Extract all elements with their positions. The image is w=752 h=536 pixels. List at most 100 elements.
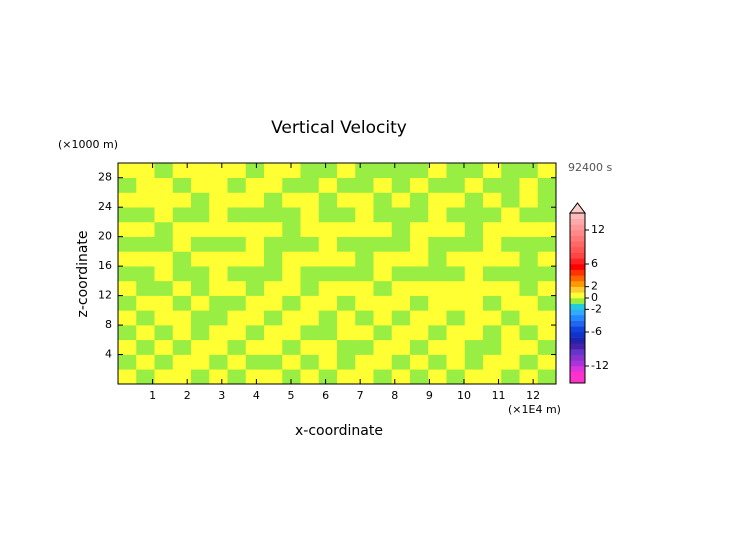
field-cell <box>428 280 447 296</box>
field-cell <box>537 295 557 311</box>
field-cell <box>209 266 228 282</box>
field-cell <box>154 280 174 296</box>
field-cell <box>428 221 447 237</box>
field-cell <box>136 339 155 355</box>
field-cell <box>483 310 502 326</box>
field-cell <box>209 354 228 370</box>
field-cell <box>519 163 539 179</box>
field-cell <box>300 325 320 341</box>
field-cell <box>537 325 557 341</box>
y-tick-label: 16 <box>98 259 112 272</box>
field-cell <box>337 207 356 223</box>
colorbar-band <box>570 360 585 367</box>
field-cell <box>428 354 447 370</box>
field-cell <box>172 310 192 326</box>
field-cell <box>337 295 356 311</box>
field-cell <box>209 221 228 237</box>
colorbar-band <box>570 252 585 259</box>
field-cell <box>300 280 320 296</box>
field-cell <box>136 207 155 223</box>
y-tick-label: 12 <box>98 289 112 302</box>
field-cell <box>282 266 301 282</box>
field-cell <box>118 207 137 223</box>
field-cell <box>428 177 447 193</box>
field-cell <box>118 177 137 193</box>
field-cell <box>410 266 429 282</box>
field-cell <box>300 207 320 223</box>
field-cell <box>318 207 338 223</box>
field-cell <box>483 354 502 370</box>
field-cell <box>154 236 174 252</box>
field-cell <box>355 295 374 311</box>
field-cell <box>337 354 356 370</box>
field-cell <box>373 369 393 385</box>
field-cell <box>227 236 247 252</box>
field-cell <box>391 310 411 326</box>
field-cell <box>373 354 393 370</box>
field-cell <box>318 221 338 237</box>
field-cell <box>410 310 429 326</box>
colorbar-band <box>570 343 585 350</box>
field-cell <box>410 354 429 370</box>
field-cell <box>519 236 539 252</box>
field-cell <box>191 163 210 179</box>
field-cell <box>245 207 265 223</box>
field-cell <box>264 369 283 385</box>
field-cell <box>537 266 557 282</box>
field-cell <box>519 192 539 208</box>
colorbar-band <box>570 213 585 219</box>
field-cell <box>337 192 356 208</box>
colorbar-band <box>570 264 585 270</box>
field-cell <box>519 177 539 193</box>
field-cell <box>501 295 520 311</box>
field-cell <box>154 369 174 385</box>
y-tick-label: 20 <box>98 230 112 243</box>
colorbar-band <box>570 275 585 282</box>
colorbar-band <box>570 218 585 225</box>
field-cell <box>136 354 155 370</box>
field-cell <box>428 310 447 326</box>
field-cell <box>410 207 429 223</box>
field-cell <box>264 339 283 355</box>
field-cell <box>318 369 338 385</box>
field-cell <box>446 163 466 179</box>
field-cell <box>537 251 557 267</box>
field-cell <box>391 339 411 355</box>
field-cell <box>227 177 247 193</box>
y-axis-label: z-coordinate <box>75 230 91 317</box>
x-tick-label: 8 <box>391 389 398 402</box>
field-cell <box>428 369 447 385</box>
field-cell <box>191 207 210 223</box>
field-cell <box>355 369 374 385</box>
field-cell <box>264 354 283 370</box>
field-cell <box>245 295 265 311</box>
field-cell <box>172 339 192 355</box>
field-cell <box>300 163 320 179</box>
field-cell <box>136 192 155 208</box>
field-cell <box>446 354 466 370</box>
field-cell <box>337 221 356 237</box>
field-cell <box>355 207 374 223</box>
field-cell <box>373 221 393 237</box>
field-cell <box>282 236 301 252</box>
field-cell <box>446 192 466 208</box>
field-cell <box>118 369 137 385</box>
field-cell <box>410 236 429 252</box>
field-cell <box>337 339 356 355</box>
field-cell <box>428 207 447 223</box>
field-cell <box>537 177 557 193</box>
x-tick-label: 9 <box>426 389 433 402</box>
field-cell <box>337 325 356 341</box>
field-cell <box>227 266 247 282</box>
field-cell <box>264 163 283 179</box>
field-cell <box>227 207 247 223</box>
field-cell <box>483 251 502 267</box>
field-cell <box>410 280 429 296</box>
field-cell <box>391 325 411 341</box>
field-cell <box>136 221 155 237</box>
field-cell <box>501 280 520 296</box>
field-cell <box>483 266 502 282</box>
field-cell <box>537 280 557 296</box>
field-cell <box>154 354 174 370</box>
field-cell <box>373 251 393 267</box>
